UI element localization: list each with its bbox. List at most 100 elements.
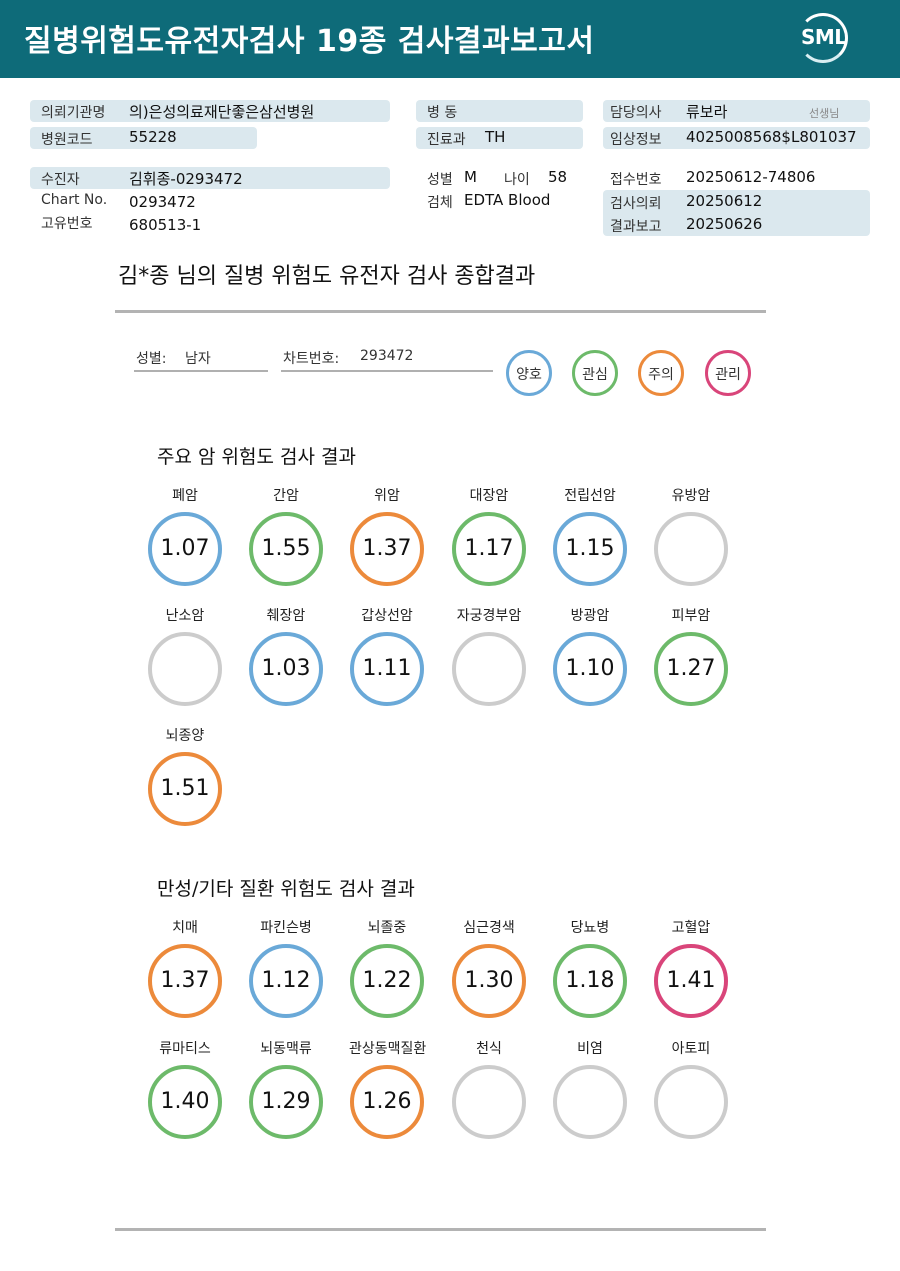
institution-value: 의)은성의료재단좋은삼선병원 bbox=[129, 103, 315, 121]
sex-label: 성별 bbox=[427, 172, 453, 188]
gene-result-circle: 1.37 bbox=[350, 512, 424, 586]
gene-result-name: 폐암 bbox=[172, 488, 198, 504]
gene-result: 전립선암 1.15 bbox=[552, 485, 628, 586]
gene-result-value: 1.51 bbox=[160, 776, 210, 801]
dates-block bbox=[603, 190, 870, 236]
patient-row bbox=[30, 167, 390, 189]
gene-result-circle: 1.10 bbox=[553, 632, 627, 706]
gene-result-name: 비염 bbox=[577, 1041, 603, 1057]
chart-no-value: 0293472 bbox=[129, 193, 196, 211]
ward-row bbox=[416, 100, 583, 122]
gene-result-name: 위암 bbox=[374, 488, 400, 504]
gene-result: 위암 1.37 bbox=[349, 485, 425, 586]
gene-result-circle: 1.37 bbox=[148, 944, 222, 1018]
gene-result-name: 뇌졸중 bbox=[367, 920, 407, 936]
gene-result: 당뇨병 1.18 bbox=[552, 917, 628, 1018]
gene-result-name: 고혈압 bbox=[671, 920, 711, 936]
gene-result-circle: 1.15 bbox=[553, 512, 627, 586]
department-value: TH bbox=[485, 128, 506, 146]
gene-result-name: 당뇨병 bbox=[570, 920, 610, 936]
department-label: 진료과 bbox=[427, 132, 466, 148]
gene-result-value: 1.12 bbox=[261, 968, 311, 993]
gene-result: 간암 1.55 bbox=[248, 485, 324, 586]
top-divider bbox=[115, 310, 766, 313]
legend-caution-label: 주의 bbox=[648, 367, 674, 383]
chronic-section-title: 만성/기타 질환 위험도 검사 결과 bbox=[157, 878, 415, 900]
patient-label: 수진자 bbox=[41, 172, 80, 188]
gene-result: 비염 bbox=[552, 1038, 628, 1139]
gene-result-circle: 1.55 bbox=[249, 512, 323, 586]
institution-row bbox=[30, 100, 390, 122]
gene-result: 심근경색 1.30 bbox=[451, 917, 527, 1018]
summary-sex-label: 성별: bbox=[136, 351, 167, 367]
summary-chart-label: 차트번호: bbox=[283, 351, 340, 367]
gene-result-circle: 1.26 bbox=[350, 1065, 424, 1139]
gene-result-name: 피부암 bbox=[671, 608, 711, 624]
hospital-code-label: 병원코드 bbox=[41, 132, 93, 148]
gene-result-circle: 1.27 bbox=[654, 632, 728, 706]
legend-manage-label: 관리 bbox=[715, 367, 741, 383]
clinical-info-value: 4025008568$L801037 bbox=[686, 128, 857, 146]
gene-result-circle: 1.51 bbox=[148, 752, 222, 826]
gene-result-circle: 1.11 bbox=[350, 632, 424, 706]
gene-result: 류마티스 1.40 bbox=[147, 1038, 223, 1139]
gene-result-circle bbox=[452, 1065, 526, 1139]
gene-result-value: 1.37 bbox=[362, 536, 412, 561]
gene-result-value: 1.55 bbox=[261, 536, 311, 561]
gene-result-circle bbox=[452, 632, 526, 706]
gene-result-name: 파킨슨병 bbox=[260, 920, 312, 936]
cancer-section-title: 주요 암 위험도 검사 결과 bbox=[157, 446, 356, 468]
gene-result-name: 간암 bbox=[273, 488, 299, 504]
gene-result: 고혈압 1.41 bbox=[653, 917, 729, 1018]
gene-result-name: 천식 bbox=[476, 1041, 502, 1057]
gene-result: 뇌동맥류 1.29 bbox=[248, 1038, 324, 1139]
doctor-value: 류보라 bbox=[686, 103, 728, 121]
clinical-info-label: 임상정보 bbox=[610, 132, 662, 148]
gene-result-value: 1.26 bbox=[362, 1089, 412, 1114]
unique-id-value: 680513-1 bbox=[129, 216, 202, 234]
gene-result: 췌장암 1.03 bbox=[248, 605, 324, 706]
report-header: 질병위험도유전자검사 19종 검사결과보고서 SML bbox=[0, 0, 900, 78]
gene-result-circle: 1.41 bbox=[654, 944, 728, 1018]
gene-result-name: 자궁경부암 bbox=[456, 608, 522, 624]
legend-manage: 관리 bbox=[705, 350, 751, 396]
summary-chart-value: 293472 bbox=[360, 348, 414, 364]
gene-result: 갑상선암 1.11 bbox=[349, 605, 425, 706]
doctor-label: 담당의사 bbox=[610, 105, 662, 121]
gene-result-circle: 1.07 bbox=[148, 512, 222, 586]
gene-result-circle: 1.17 bbox=[452, 512, 526, 586]
gene-result-name: 전립선암 bbox=[564, 488, 616, 504]
gene-result-circle bbox=[553, 1065, 627, 1139]
report-title: 질병위험도유전자검사 19종 검사결과보고서 bbox=[24, 24, 595, 59]
gene-result-name: 아토피 bbox=[671, 1041, 711, 1057]
gene-result-name: 대장암 bbox=[469, 488, 509, 504]
gene-result-circle: 1.03 bbox=[249, 632, 323, 706]
gene-result: 파킨슨병 1.12 bbox=[248, 917, 324, 1018]
clinical-info-row bbox=[603, 127, 870, 149]
age-value: 58 bbox=[548, 168, 568, 186]
legend-caution: 주의 bbox=[638, 350, 684, 396]
gene-result-value: 1.15 bbox=[565, 536, 615, 561]
gene-result-circle bbox=[654, 1065, 728, 1139]
gene-result-circle: 1.29 bbox=[249, 1065, 323, 1139]
result-date-value: 20250626 bbox=[686, 215, 763, 233]
request-date-label: 검사의뢰 bbox=[610, 196, 662, 212]
gene-result-value: 1.11 bbox=[362, 656, 412, 681]
gene-result: 폐암 1.07 bbox=[147, 485, 223, 586]
summary-title: 김*종 님의 질병 위험도 유전자 검사 종합결과 bbox=[118, 264, 536, 289]
summary-chart-field: 차트번호: 293472 bbox=[281, 346, 493, 372]
gene-result-value: 1.29 bbox=[261, 1089, 311, 1114]
result-date-label: 결과보고 bbox=[610, 219, 662, 235]
gene-result-circle: 1.18 bbox=[553, 944, 627, 1018]
sex-value: M bbox=[464, 168, 477, 186]
legend-interest: 관심 bbox=[572, 350, 618, 396]
sml-logo: SML bbox=[798, 13, 854, 67]
logo-text: SML bbox=[801, 25, 847, 49]
hospital-code-row bbox=[30, 127, 257, 149]
gene-result: 관상동맥질환 1.26 bbox=[349, 1038, 426, 1139]
hospital-code-value: 55228 bbox=[129, 128, 177, 146]
gene-result-value: 1.18 bbox=[565, 968, 615, 993]
gene-result-value: 1.07 bbox=[160, 536, 210, 561]
gene-result: 치매 1.37 bbox=[147, 917, 223, 1018]
department-row bbox=[416, 127, 583, 149]
